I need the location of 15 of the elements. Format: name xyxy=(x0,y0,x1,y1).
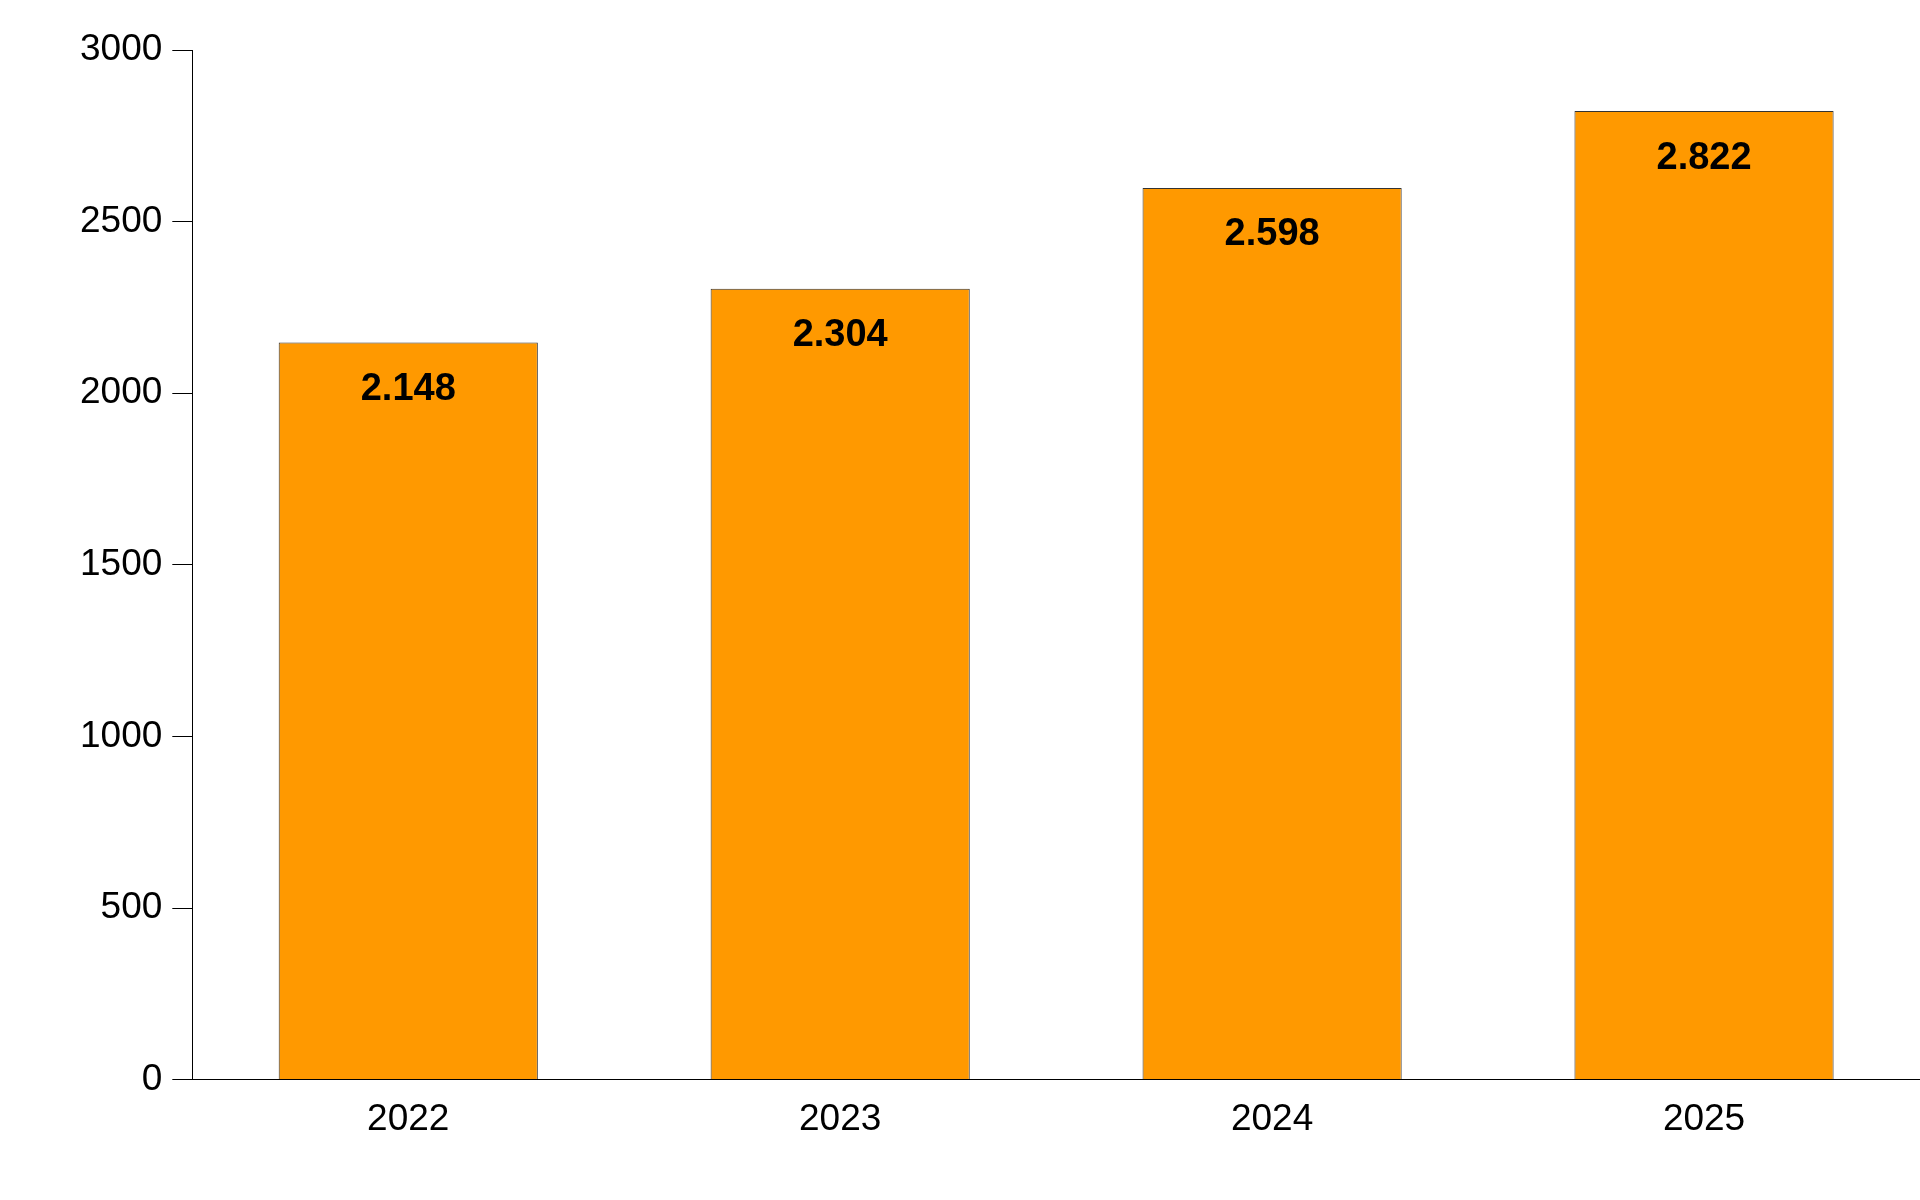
y-tick-label: 2000 xyxy=(80,370,163,412)
data-label: 2.148 xyxy=(360,365,456,408)
y-tick-label: 3000 xyxy=(80,27,163,69)
y-tick-label: 500 xyxy=(100,885,163,927)
x-tick-label: 2025 xyxy=(1662,1097,1746,1138)
y-tick-label: 2500 xyxy=(80,198,163,240)
y-tick-label: 1000 xyxy=(80,713,163,755)
data-label: 2.598 xyxy=(1224,211,1320,254)
data-label: 2.822 xyxy=(1656,134,1752,177)
y-tick-label: 1500 xyxy=(80,542,163,583)
x-tick-label: 2024 xyxy=(1230,1097,1314,1138)
data-label: 2.304 xyxy=(792,312,888,355)
y-tick-label: 0 xyxy=(141,1056,163,1098)
x-tick-label: 2023 xyxy=(799,1097,882,1138)
x-tick-label: 2022 xyxy=(367,1097,450,1138)
